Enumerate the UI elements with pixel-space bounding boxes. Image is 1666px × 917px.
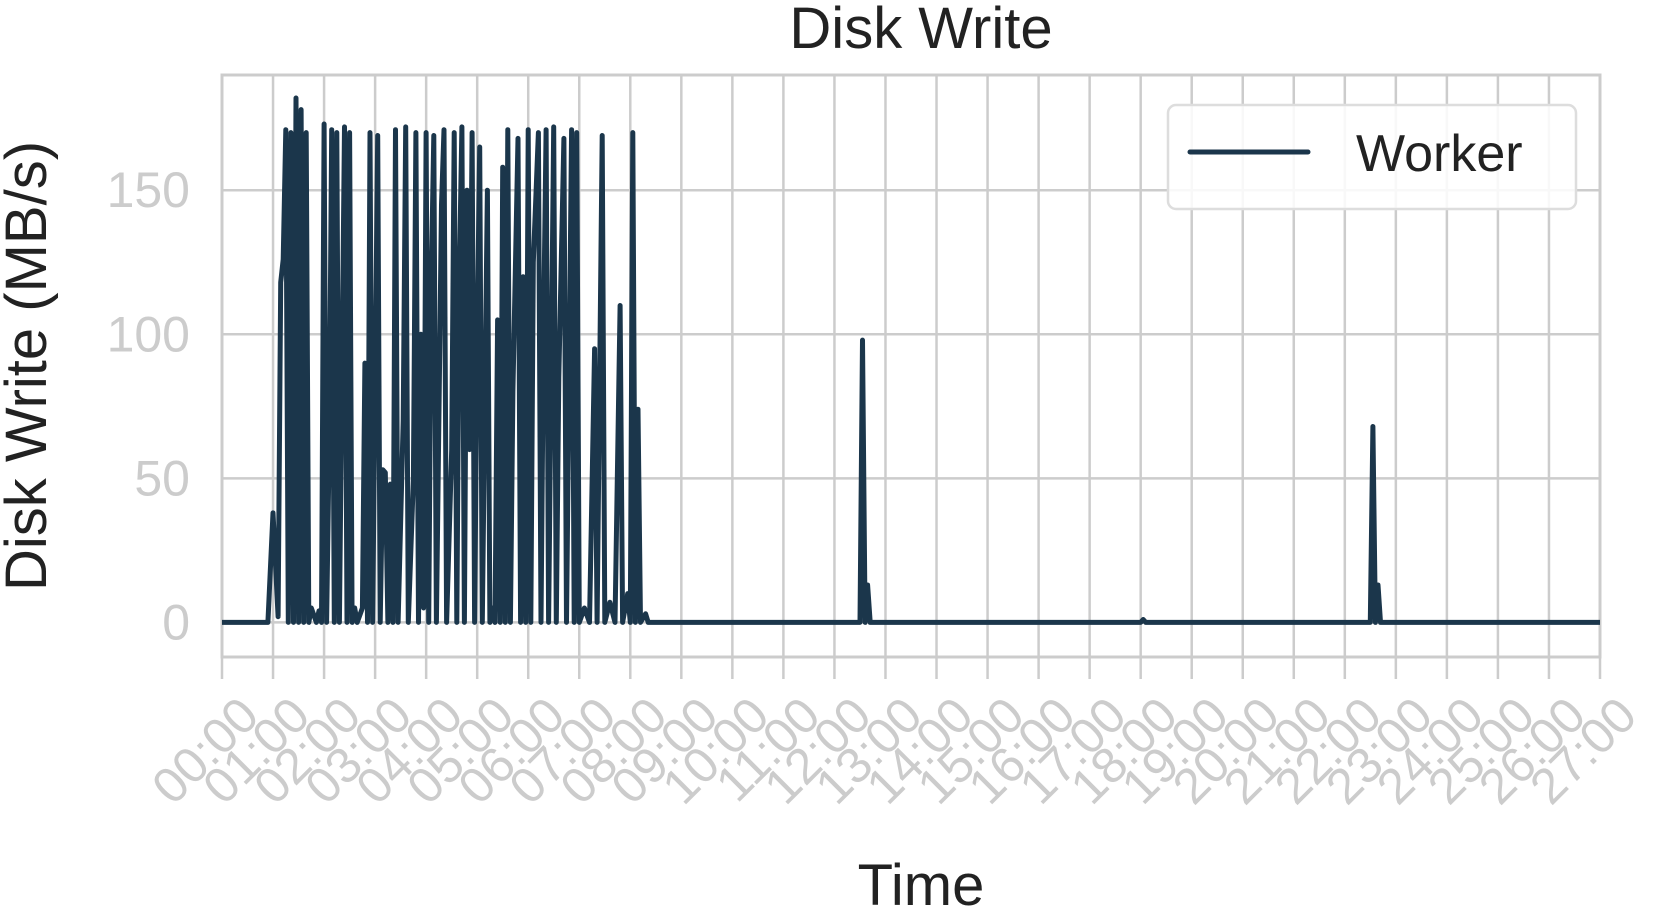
legend: Worker: [1166, 103, 1578, 211]
legend-label-worker: Worker: [1356, 125, 1523, 183]
y-tick-label: 0: [162, 594, 190, 650]
legend-box: [1166, 103, 1578, 211]
y-axis-label: Disk Write (MB/s): [0, 141, 59, 591]
y-tick-label: 150: [107, 162, 190, 218]
y-tick-label: 50: [134, 450, 190, 506]
series-layer: [222, 95, 1600, 625]
y-tick-label: 100: [107, 306, 190, 362]
series-line-worker: [222, 95, 1600, 625]
chart-title: Disk Write: [789, 0, 1052, 61]
plot-frame: [220, 73, 1602, 659]
x-axis-label: Time: [858, 853, 985, 917]
